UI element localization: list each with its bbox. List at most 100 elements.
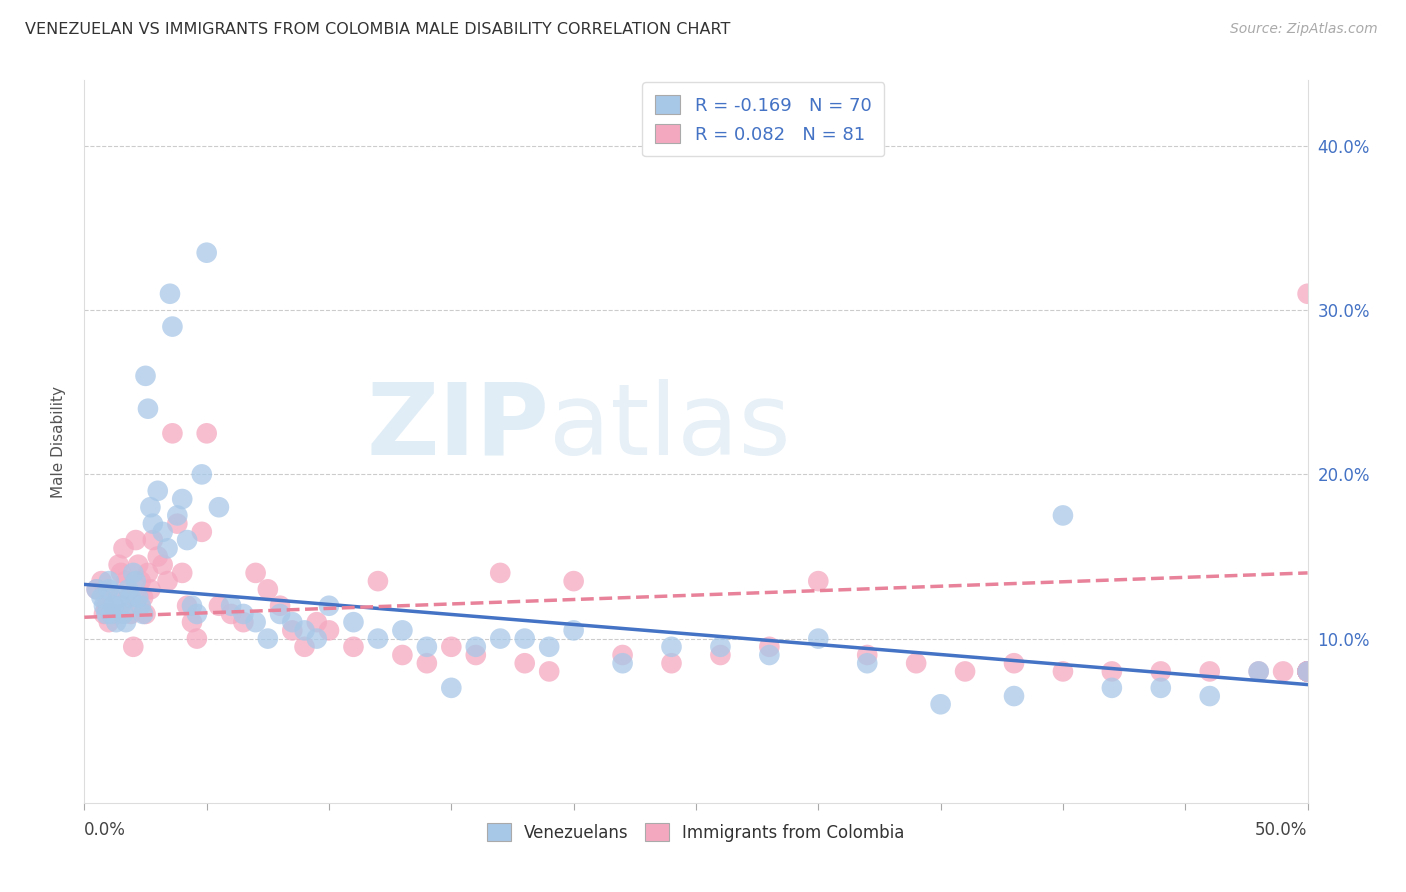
Point <box>86 582 108 597</box>
Point <box>440 640 463 654</box>
Point <box>1198 665 1220 679</box>
Point <box>758 648 780 662</box>
Point <box>166 516 188 531</box>
Point <box>105 615 128 630</box>
Point <box>709 648 731 662</box>
Point <box>117 591 139 605</box>
Point <box>489 566 512 580</box>
Point <box>97 582 120 597</box>
Point <box>1247 665 1270 679</box>
Point <box>807 632 830 646</box>
Point <box>1296 665 1319 679</box>
Point <box>172 566 194 580</box>
Point <box>1002 657 1025 671</box>
Point <box>115 615 138 630</box>
Point <box>142 516 165 531</box>
Text: atlas: atlas <box>550 378 790 475</box>
Point <box>269 607 291 621</box>
Point <box>538 665 561 679</box>
Point <box>135 368 157 383</box>
Point <box>612 657 634 671</box>
Point <box>856 657 879 671</box>
Point <box>120 607 142 621</box>
Point <box>464 640 486 654</box>
Point <box>1296 665 1319 679</box>
Point <box>464 648 486 662</box>
Point <box>1150 681 1173 695</box>
Point <box>159 286 181 301</box>
Point <box>1101 681 1123 695</box>
Point <box>562 574 585 588</box>
Point <box>107 558 129 572</box>
Point <box>97 615 120 630</box>
Point <box>186 607 208 621</box>
Point <box>219 607 242 621</box>
Point <box>905 657 928 671</box>
Point <box>162 319 184 334</box>
Point <box>97 574 120 588</box>
Point <box>257 582 280 597</box>
Point <box>294 624 316 638</box>
Point <box>416 657 439 671</box>
Point <box>127 591 149 605</box>
Point <box>107 591 129 605</box>
Point <box>96 607 118 621</box>
Point <box>181 599 204 613</box>
Point <box>96 599 118 613</box>
Point <box>856 648 879 662</box>
Point <box>232 607 254 621</box>
Point <box>176 533 198 547</box>
Point <box>103 599 125 613</box>
Point <box>166 508 188 523</box>
Point <box>257 632 280 646</box>
Point <box>152 524 174 539</box>
Point <box>112 607 135 621</box>
Point <box>709 640 731 654</box>
Point <box>1296 665 1319 679</box>
Point <box>367 574 389 588</box>
Point <box>1002 689 1025 703</box>
Point <box>1296 665 1319 679</box>
Point <box>132 591 155 605</box>
Point <box>100 607 122 621</box>
Point <box>245 615 267 630</box>
Point <box>318 599 340 613</box>
Text: Source: ZipAtlas.com: Source: ZipAtlas.com <box>1230 22 1378 37</box>
Point <box>1296 665 1319 679</box>
Point <box>127 558 149 572</box>
Point <box>136 566 159 580</box>
Point <box>953 665 976 679</box>
Point <box>281 624 304 638</box>
Point <box>929 698 952 712</box>
Point <box>219 599 242 613</box>
Point <box>1198 689 1220 703</box>
Point <box>139 582 162 597</box>
Point <box>1052 508 1074 523</box>
Point <box>191 524 214 539</box>
Point <box>125 533 148 547</box>
Point <box>1150 665 1173 679</box>
Point <box>90 591 112 605</box>
Point <box>1101 665 1123 679</box>
Point <box>105 607 128 621</box>
Point <box>90 574 112 588</box>
Point <box>1296 665 1319 679</box>
Point <box>342 615 364 630</box>
Point <box>208 599 231 613</box>
Point <box>807 574 830 588</box>
Point <box>195 245 218 260</box>
Point <box>181 615 204 630</box>
Point <box>1296 665 1319 679</box>
Point <box>186 632 208 646</box>
Point <box>416 640 439 654</box>
Point <box>122 566 145 580</box>
Point <box>132 607 155 621</box>
Point <box>156 574 179 588</box>
Point <box>440 681 463 695</box>
Point <box>125 574 148 588</box>
Point <box>103 599 125 613</box>
Point <box>1296 665 1319 679</box>
Point <box>1296 665 1319 679</box>
Point <box>195 426 218 441</box>
Point <box>1296 286 1319 301</box>
